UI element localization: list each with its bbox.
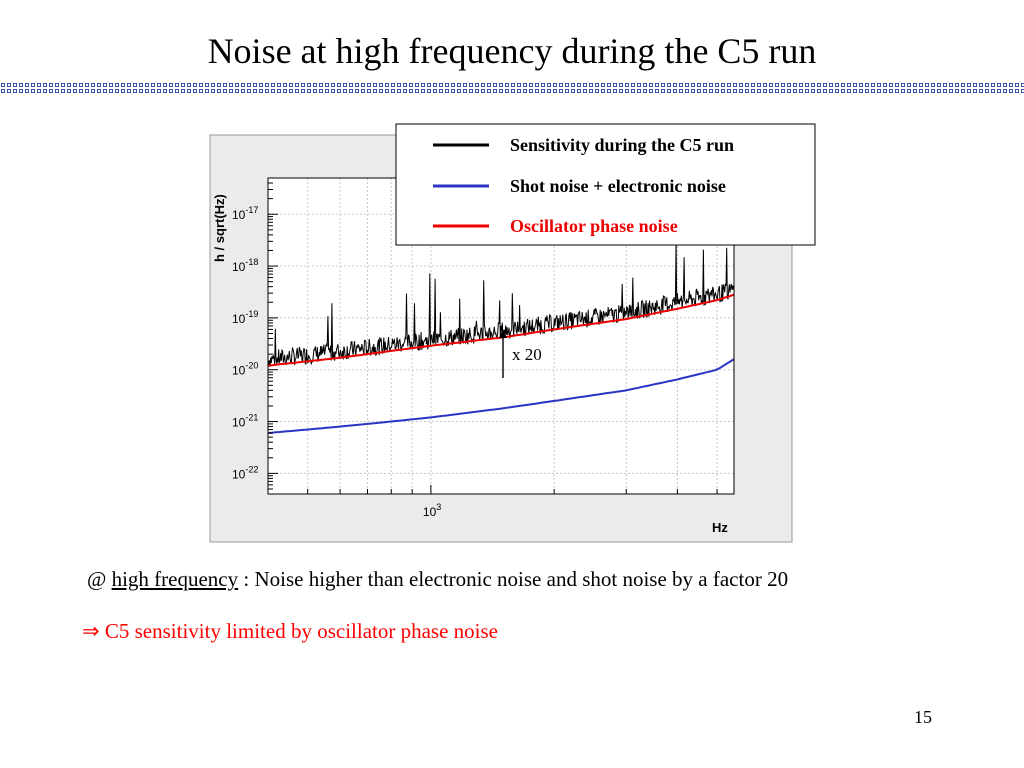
bullet-prefix: @ — [87, 567, 112, 591]
x-axis-label: Hz — [712, 520, 728, 535]
bullet-text: : Noise higher than electronic noise and… — [238, 567, 789, 591]
bullet-conclusion: ⇒ C5 sensitivity limited by oscillator p… — [82, 619, 498, 644]
y-axis-label: h / sqrt(Hz) — [212, 194, 227, 262]
annotation-label: x 20 — [512, 345, 542, 364]
y-tick-label: 10-20 — [232, 361, 258, 378]
implies-arrow: ⇒ — [82, 619, 100, 643]
y-tick-label: 10-21 — [232, 413, 258, 430]
legend-label-oscillator: Oscillator phase noise — [510, 216, 678, 236]
factor-annotation: x 20 — [499, 329, 542, 378]
y-axis: 10-17 10-18 10-19 10-20 10-21 10-22 — [232, 182, 278, 495]
arrow-head — [499, 329, 507, 338]
conclusion-text: C5 sensitivity limited by oscillator pha… — [99, 619, 498, 643]
legend: Sensitivity during the C5 run Shot noise… — [395, 123, 816, 246]
y-tick-label: 10-22 — [232, 464, 258, 481]
y-tick-label: 10-18 — [232, 257, 258, 274]
page-number: 15 — [914, 707, 932, 727]
x-axis: 103 — [267, 485, 718, 519]
bullet-high-frequency: @ high frequency : Noise higher than ele… — [87, 567, 788, 592]
legend-label-shot-noise: Shot noise + electronic noise — [510, 176, 726, 196]
x-tick-label: 103 — [423, 502, 441, 519]
y-tick-label: 10-19 — [232, 309, 258, 326]
title-divider — [0, 82, 1024, 94]
y-tick-label: 10-17 — [232, 205, 258, 222]
bullet-underlined-term: high frequency — [111, 567, 239, 591]
legend-label-sensitivity: Sensitivity during the C5 run — [510, 135, 734, 155]
slide-title: Noise at high frequency during the C5 ru… — [207, 31, 817, 71]
shot-noise-curve — [267, 358, 735, 434]
